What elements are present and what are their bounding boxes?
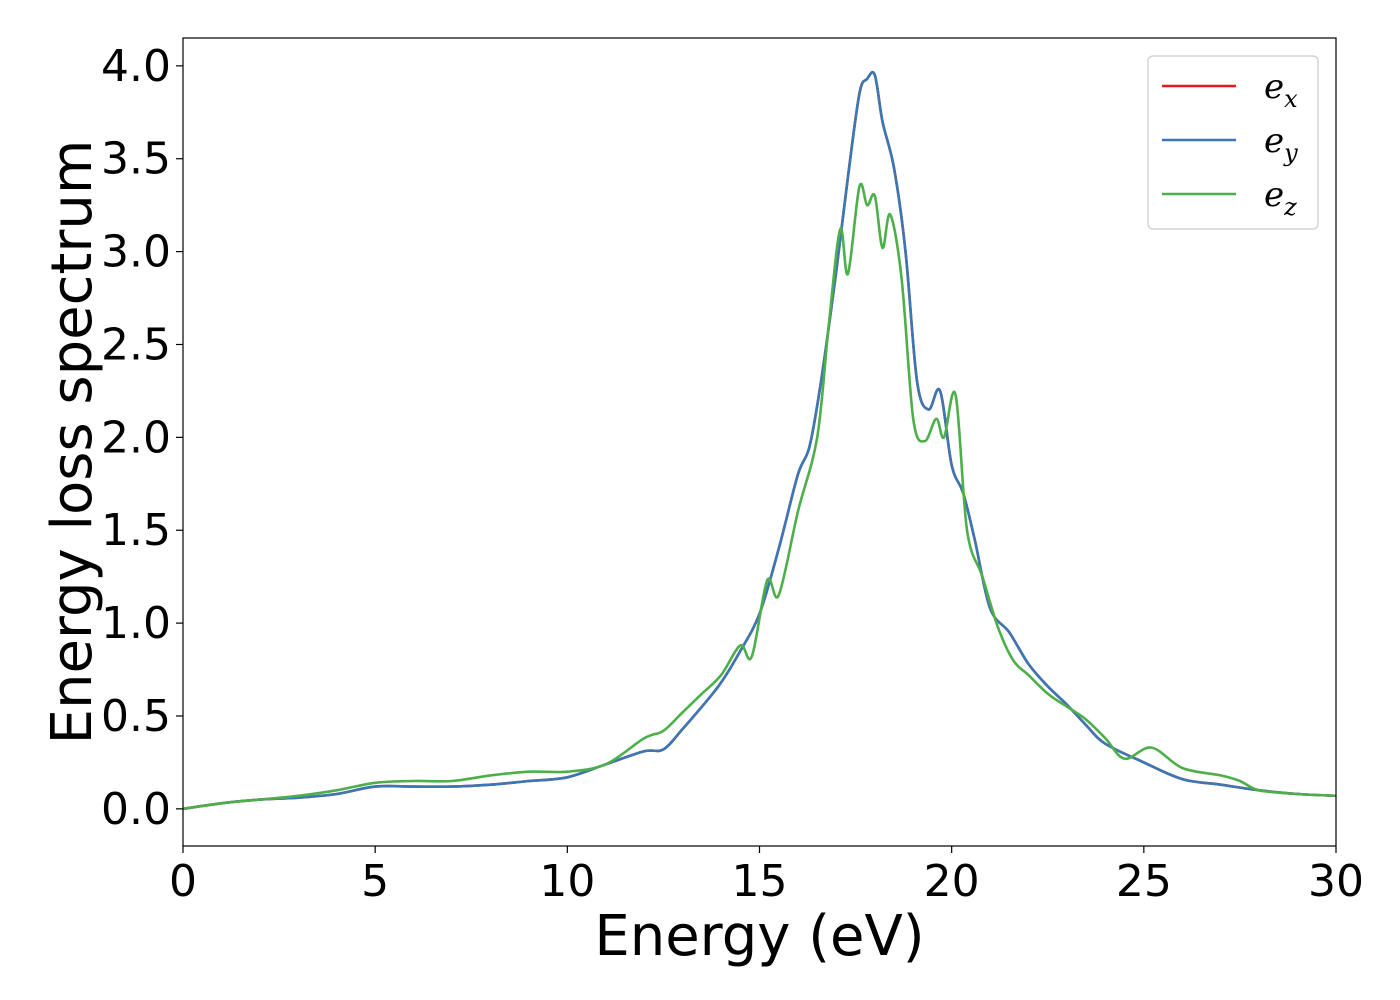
- y-tick-label: 0.5: [101, 691, 171, 742]
- x-axis-title: Energy (eV): [594, 904, 924, 969]
- legend-box: [1147, 55, 1319, 230]
- series-line-e_y: [183, 70, 1336, 811]
- legend: ex ey ez: [1147, 55, 1319, 230]
- y-tick-label: 3.5: [101, 134, 171, 185]
- legend-label-e_z: ez: [1264, 175, 1297, 221]
- y-axis-title: Energy loss spectrum: [40, 140, 105, 745]
- series-layer: [183, 70, 1336, 811]
- x-axis: 0 5 10 15 20 25 30: [169, 846, 1364, 907]
- y-tick-label: 2.0: [101, 412, 171, 463]
- x-tick-label: 20: [924, 856, 980, 907]
- y-tick-label: 3.0: [101, 227, 171, 278]
- y-tick-label: 2.5: [101, 319, 171, 370]
- y-tick-label: 4.0: [101, 41, 171, 92]
- series-line-e_z: [183, 182, 1336, 811]
- y-axis: 0.0 0.5 1.0 1.5 2.0 2.5 3.0 3.5 4.0: [101, 41, 183, 835]
- legend-label-e_x: ex: [1264, 67, 1298, 113]
- x-tick-label: 0: [169, 856, 197, 907]
- x-tick-label: 5: [361, 856, 389, 907]
- y-tick-label: 0.0: [101, 784, 171, 835]
- x-tick-label: 25: [1116, 856, 1172, 907]
- x-tick-label: 10: [539, 856, 595, 907]
- x-tick-label: 15: [732, 856, 788, 907]
- x-tick-label: 30: [1308, 856, 1364, 907]
- y-tick-label: 1.5: [101, 505, 171, 556]
- y-tick-label: 1.0: [101, 598, 171, 649]
- legend-label-e_y: ey: [1264, 121, 1298, 167]
